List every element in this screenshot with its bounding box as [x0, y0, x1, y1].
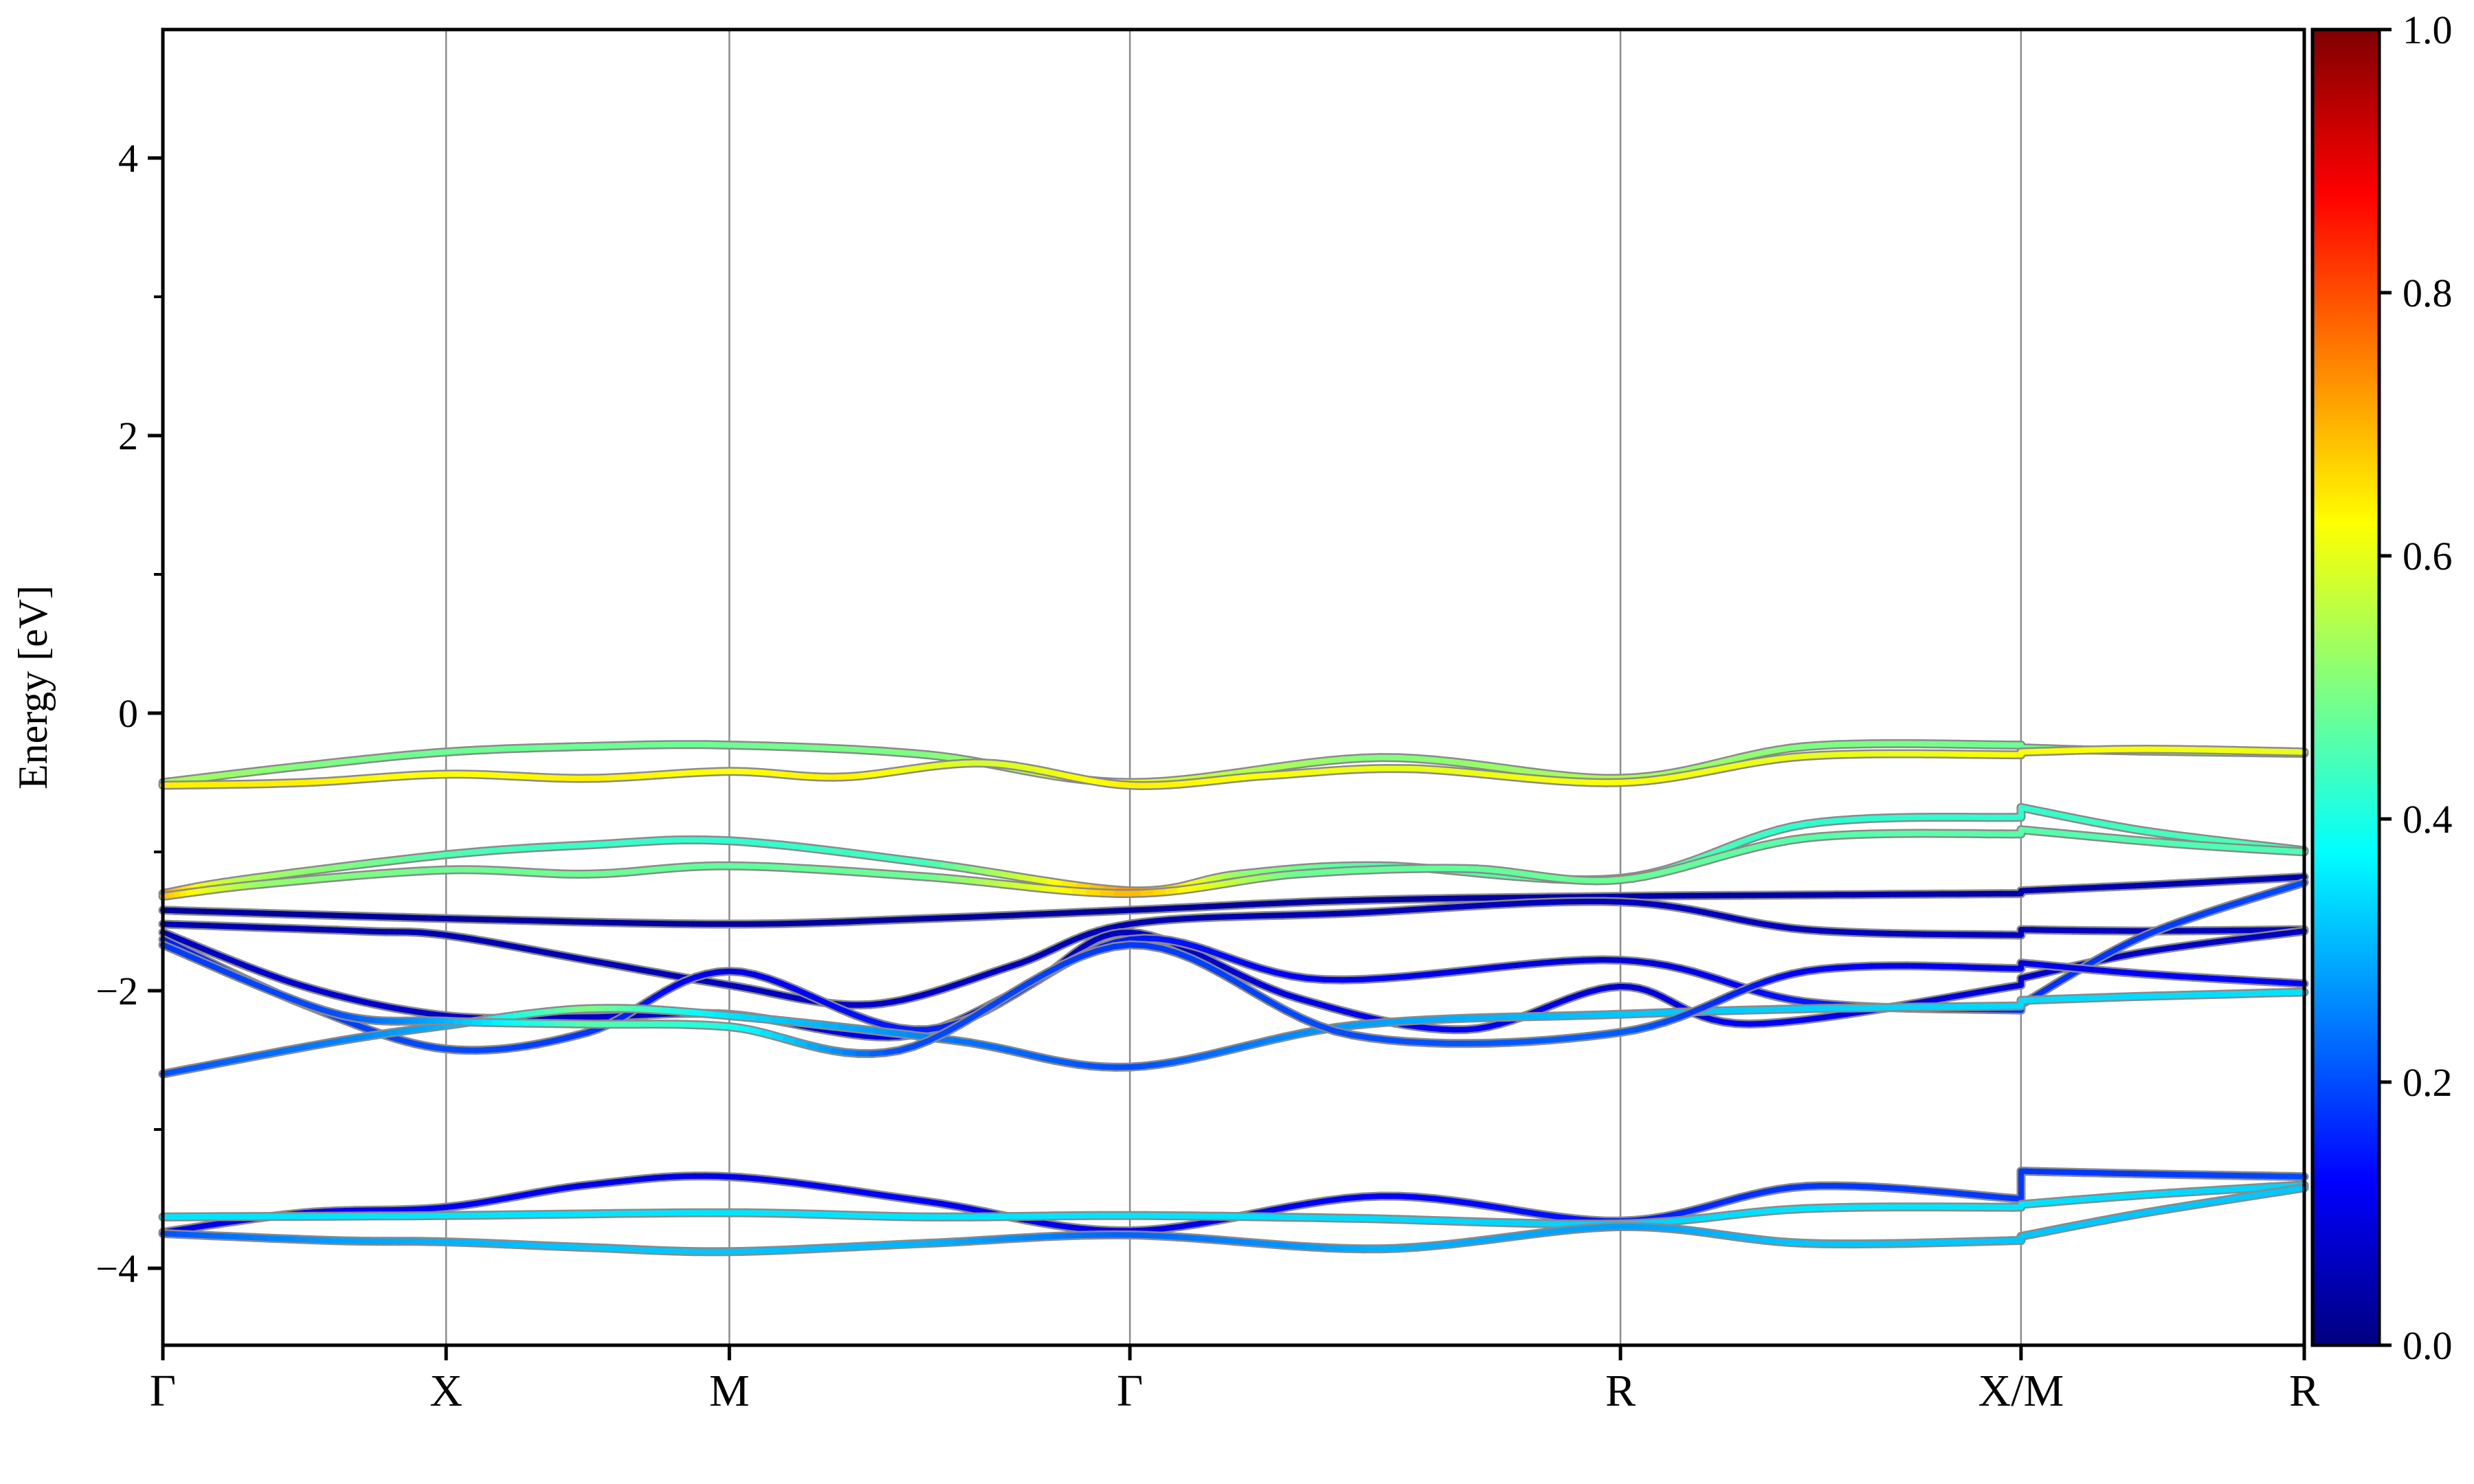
y-tick-label-2: 2	[118, 414, 138, 458]
x-tick-label-R: R	[2289, 1366, 2319, 1416]
band-line-deep-cyan-arc	[158, 1183, 2309, 1257]
plot-frame	[161, 27, 2306, 1347]
y-tick-label-−2: −2	[96, 969, 138, 1013]
x-tick-label-R: R	[1605, 1366, 1636, 1416]
x-tick-label-Γ: Γ	[1117, 1366, 1143, 1416]
y-tick-label-0: 0	[118, 691, 138, 736]
y-tick-label-−4: −4	[96, 1246, 138, 1291]
colorbar-tick-label-0.8: 0.8	[2403, 271, 2453, 315]
x-tick-label-X: X	[430, 1366, 463, 1416]
colorbar-tick-label-0.4: 0.4	[2403, 797, 2453, 842]
band-line-navy-flat-a	[158, 872, 2309, 929]
x-tick-label-M: M	[709, 1366, 750, 1416]
colorbar	[2313, 30, 2379, 1345]
x-tick-label-Γ: Γ	[150, 1366, 176, 1416]
y-tick-label-4: 4	[118, 136, 138, 181]
band-line-valence-top-lower	[158, 745, 2309, 790]
colorbar-tick-label-1.0: 1.0	[2403, 8, 2453, 52]
x-tick-label-X/M: X/M	[1979, 1366, 2064, 1416]
band-line-band-2nd-lower	[158, 825, 2309, 901]
band-line-blue-low-crosser	[158, 940, 2309, 1058]
colorbar-tick-label-0.0: 0.0	[2403, 1323, 2453, 1368]
y-axis-title: Energy [eV]	[10, 585, 56, 789]
colorbar-tick-label-0.2: 0.2	[2403, 1060, 2453, 1105]
colorbar-tick-label-0.6: 0.6	[2403, 534, 2453, 578]
colorbar-frame	[2310, 27, 2381, 1347]
